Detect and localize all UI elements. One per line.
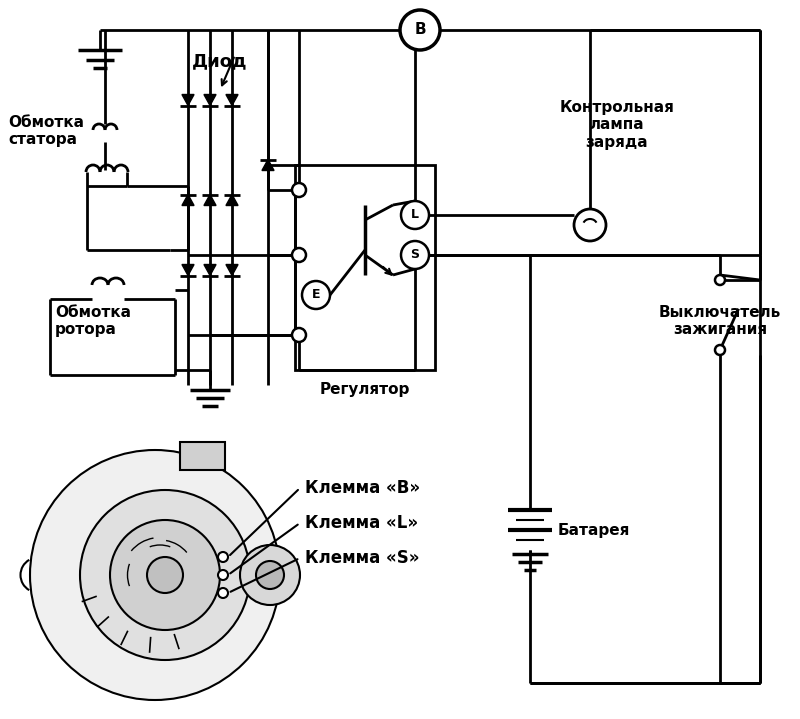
Circle shape: [302, 281, 330, 309]
Text: Выключатель
зажигания: Выключатель зажигания: [659, 305, 781, 337]
Circle shape: [147, 557, 183, 593]
Text: S: S: [410, 249, 419, 262]
Polygon shape: [226, 265, 238, 275]
Circle shape: [218, 552, 228, 562]
Text: Клемма «L»: Клемма «L»: [305, 514, 418, 532]
Text: Обмотка
статора: Обмотка статора: [8, 115, 84, 147]
Text: E: E: [312, 288, 320, 301]
Circle shape: [256, 561, 284, 589]
Polygon shape: [226, 195, 238, 206]
Polygon shape: [182, 94, 194, 106]
Circle shape: [715, 345, 725, 355]
Circle shape: [218, 570, 228, 580]
Circle shape: [715, 275, 725, 285]
Text: Обмотка
ротора: Обмотка ротора: [55, 305, 131, 337]
Circle shape: [218, 588, 228, 598]
Polygon shape: [262, 160, 274, 170]
Polygon shape: [204, 94, 216, 106]
Polygon shape: [182, 195, 194, 206]
Polygon shape: [204, 195, 216, 206]
Text: Диод: Диод: [192, 52, 247, 70]
Circle shape: [80, 490, 250, 660]
Circle shape: [292, 328, 306, 342]
Text: Батарея: Батарея: [558, 523, 630, 538]
FancyBboxPatch shape: [180, 442, 225, 470]
Circle shape: [240, 545, 300, 605]
Circle shape: [401, 201, 429, 229]
Text: Клемма «S»: Клемма «S»: [305, 549, 419, 567]
Text: L: L: [411, 209, 419, 221]
Circle shape: [401, 241, 429, 269]
Circle shape: [30, 450, 280, 700]
Text: Регулятор: Регулятор: [320, 382, 410, 397]
Circle shape: [292, 248, 306, 262]
Circle shape: [110, 520, 220, 630]
Polygon shape: [182, 265, 194, 275]
Circle shape: [400, 10, 440, 50]
Polygon shape: [226, 94, 238, 106]
Circle shape: [574, 209, 606, 241]
Text: Контрольная
лампа
заряда: Контрольная лампа заряда: [559, 100, 674, 150]
Text: Клемма «B»: Клемма «B»: [305, 479, 420, 497]
Circle shape: [292, 183, 306, 197]
FancyBboxPatch shape: [295, 165, 435, 370]
Polygon shape: [204, 265, 216, 275]
Text: B: B: [414, 22, 426, 37]
